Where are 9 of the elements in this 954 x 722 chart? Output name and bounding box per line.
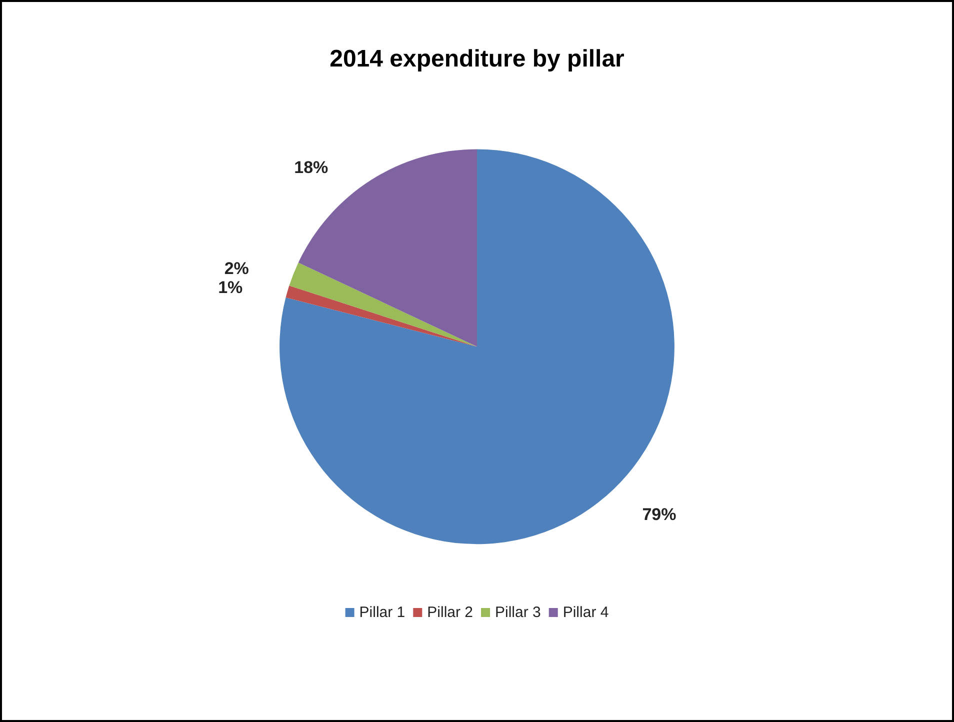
chart-title: 2014 expenditure by pillar <box>330 46 624 72</box>
legend-label: Pillar 2 <box>427 604 474 621</box>
data-label: 2% <box>224 258 249 278</box>
legend-label: Pillar 1 <box>359 604 406 621</box>
data-label: 79% <box>642 505 676 524</box>
data-label: 1% <box>218 278 243 297</box>
legend-label: Pillar 3 <box>495 604 541 621</box>
legend-label: Pillar 4 <box>562 604 609 621</box>
data-label: 18% <box>294 158 328 177</box>
